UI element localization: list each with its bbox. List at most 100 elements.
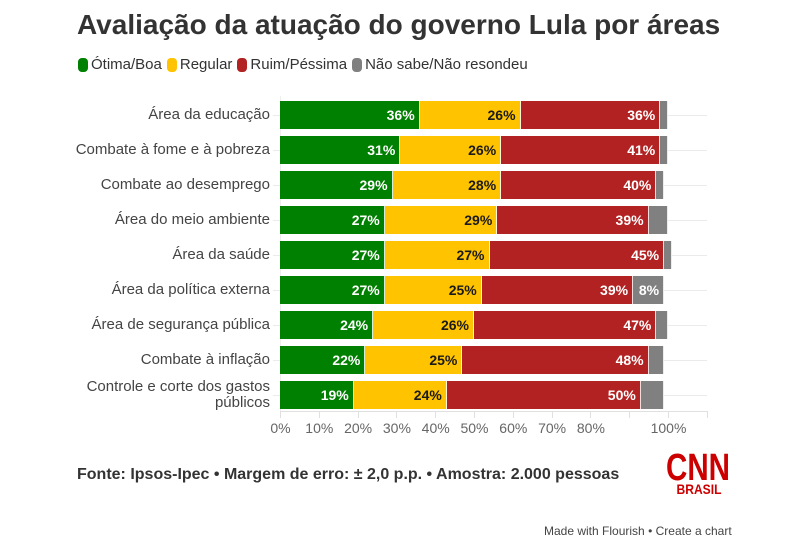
- bar-segment-nao-sabe-nao-resondeu[interactable]: [640, 381, 665, 409]
- legend-item-ruim-pessima[interactable]: Ruim/Péssima: [237, 57, 347, 73]
- data-label: 27%: [352, 241, 380, 269]
- bar-segment-ruim-pessima[interactable]: 36%: [520, 101, 661, 129]
- x-tick-label: 10%: [305, 420, 334, 436]
- bar-segment-nao-sabe-nao-resondeu[interactable]: [656, 171, 665, 199]
- bar-segment-nao-sabe-nao-resondeu[interactable]: [656, 311, 668, 339]
- bar-segment-ruim-pessima[interactable]: 41%: [501, 136, 661, 164]
- bar-segment-otima-boa[interactable]: 24%: [280, 311, 374, 339]
- bar-segment-regular[interactable]: 28%: [392, 171, 502, 199]
- bar-segment-otima-boa[interactable]: 29%: [280, 171, 393, 199]
- data-label-suffix: %: [367, 212, 380, 228]
- bar-segment-nao-sabe-nao-resondeu[interactable]: [664, 241, 672, 269]
- data-label: 27%: [456, 241, 484, 269]
- bar-segment-nao-sabe-nao-resondeu[interactable]: [648, 206, 668, 234]
- legend-item-regular[interactable]: Regular: [166, 57, 232, 73]
- x-tick: [396, 412, 398, 418]
- x-tick: [474, 412, 475, 418]
- x-tick: [551, 412, 553, 418]
- legend-item-nao-sabe[interactable]: Não sabe/Não resondeu: [352, 57, 528, 73]
- bar-segment-ruim-pessima[interactable]: 50%: [446, 381, 641, 409]
- bar-segment-regular[interactable]: 25%: [365, 346, 463, 374]
- legend-label: Ótima/Boa: [91, 56, 162, 73]
- data-label-suffix: %: [646, 247, 660, 263]
- bar-segment-regular[interactable]: 26%: [400, 136, 502, 164]
- data-label-value: 39: [615, 212, 632, 228]
- data-label-value: 29: [359, 177, 376, 193]
- legend-label: Não sabe/Não resondeu: [365, 56, 528, 73]
- data-label: 48%: [616, 346, 644, 374]
- made-with-flourish-link[interactable]: Made with Flourish: [544, 524, 645, 538]
- x-tick: [318, 412, 320, 418]
- bar-segment-regular[interactable]: 26%: [419, 101, 521, 129]
- chart-title: Avaliação da atuação do governo Lula por…: [77, 9, 721, 40]
- bar-segment-nao-sabe-nao-resondeu[interactable]: [648, 346, 665, 374]
- bar-segment-ruim-pessima[interactable]: 45%: [489, 241, 665, 269]
- bar-segment-regular[interactable]: 25%: [384, 276, 482, 304]
- bar-segment-regular[interactable]: 26%: [373, 311, 474, 339]
- data-label-value: 29: [464, 212, 480, 228]
- bar-segment-ruim-pessima[interactable]: 48%: [462, 346, 649, 374]
- data-label-suffix: %: [367, 247, 380, 263]
- bar-segment-otima-boa[interactable]: 31%: [280, 136, 401, 164]
- data-label: 22%: [332, 346, 360, 374]
- data-label-suffix: %: [479, 212, 493, 228]
- data-label: 36%: [387, 101, 415, 129]
- x-tick-label: 70%: [538, 420, 567, 436]
- bar-segment-ruim-pessima[interactable]: 47%: [474, 311, 657, 339]
- bar-segment-nao-sabe-nao-resondeu[interactable]: [660, 101, 668, 129]
- bar-segment-ruim-pessima[interactable]: 39%: [481, 276, 634, 304]
- bar-segment-regular[interactable]: 24%: [353, 381, 447, 409]
- data-label-suffix: %: [402, 107, 415, 123]
- data-label-suffix: %: [375, 177, 388, 193]
- category-label: Combate à inflação: [140, 351, 270, 368]
- x-tick: [280, 412, 281, 418]
- bar-segment-nao-sabe-nao-resondeu[interactable]: [660, 136, 668, 164]
- data-label: 45%: [631, 241, 659, 269]
- data-label: 41%: [627, 136, 655, 164]
- logo-main-text: CNN: [666, 449, 730, 489]
- x-tick: [706, 412, 708, 418]
- data-label-value: 19: [320, 387, 337, 403]
- data-label-suffix: %: [642, 107, 656, 123]
- data-label-value: 50: [607, 387, 624, 403]
- data-label-suffix: %: [615, 282, 629, 298]
- bar-segment-regular[interactable]: 29%: [384, 206, 498, 234]
- data-label-suffix: %: [444, 352, 458, 368]
- bar-segment-otima-boa[interactable]: 27%: [280, 276, 385, 304]
- data-label-suffix: %: [638, 317, 652, 333]
- data-label-suffix: %: [631, 212, 644, 228]
- data-label-value: 36: [627, 107, 643, 123]
- bar-segment-otima-boa[interactable]: 36%: [280, 101, 420, 129]
- data-label: 27%: [352, 206, 380, 234]
- bar-segment-ruim-pessima[interactable]: 39%: [497, 206, 649, 234]
- x-tick-label: 20%: [344, 420, 373, 436]
- bar-segment-ruim-pessima[interactable]: 40%: [501, 171, 657, 199]
- create-chart-link[interactable]: Create a chart: [655, 524, 732, 538]
- category-label: Área de segurança pública: [91, 316, 270, 333]
- legend-swatch: [78, 58, 88, 72]
- bar-segment-otima-boa[interactable]: 27%: [280, 206, 385, 234]
- bar-segment-nao-sabe-nao-resondeu[interactable]: 8%: [633, 276, 665, 304]
- x-tick: [357, 412, 359, 418]
- data-label-value: 36: [386, 107, 403, 123]
- data-label-value: 45: [631, 247, 647, 263]
- data-label-value: 8: [638, 282, 647, 298]
- bar-segment-otima-boa[interactable]: 22%: [280, 346, 366, 374]
- bar-segment-otima-boa[interactable]: 19%: [280, 381, 354, 409]
- x-tick-label: 30%: [382, 420, 411, 436]
- data-label-value: 27: [351, 247, 368, 263]
- legend-swatch: [237, 58, 248, 72]
- bar-segment-regular[interactable]: 27%: [384, 241, 490, 269]
- data-label-suffix: %: [503, 107, 516, 123]
- data-label-value: 24: [413, 387, 430, 403]
- data-label-value: 28: [468, 177, 484, 193]
- data-label: 29%: [359, 171, 387, 199]
- data-label-suffix: %: [483, 177, 497, 193]
- data-label: 25%: [449, 276, 477, 304]
- legend-item-otima-boa[interactable]: Ótima/Boa: [78, 57, 162, 73]
- bar-segment-otima-boa[interactable]: 27%: [280, 241, 385, 269]
- data-label: 19%: [321, 381, 349, 409]
- data-label-value: 27: [456, 247, 473, 263]
- x-tick: [435, 412, 437, 418]
- legend: Ótima/Boa Regular Ruim/Péssima Não sabe/…: [78, 57, 533, 73]
